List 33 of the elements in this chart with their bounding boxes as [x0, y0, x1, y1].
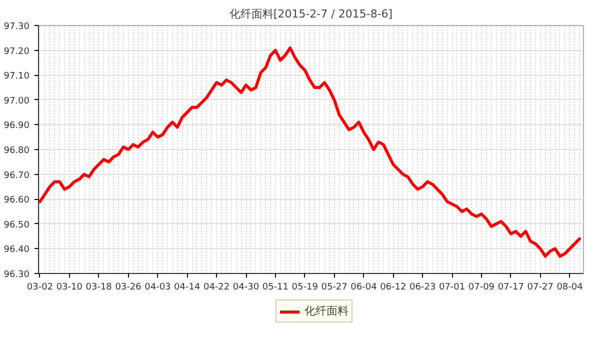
y-tick-label: 96.70	[4, 170, 30, 181]
x-tick-label: 03-18	[86, 282, 112, 292]
y-tick-label: 96.80	[4, 146, 30, 156]
chart-title: 化纤面料[2015-2-7 / 2015-8-6]	[229, 8, 393, 20]
x-tick-label: 06-04	[350, 282, 378, 292]
x-tick-label: 05-27	[321, 282, 348, 292]
x-tick-label: 07-27	[527, 282, 554, 292]
y-tick-label: 96.90	[4, 121, 30, 132]
y-tick-label: 97.10	[4, 72, 30, 82]
line-series	[38, 46, 582, 258]
y-tick-label: 96.50	[4, 220, 30, 230]
x-tick-label: 04-22	[203, 282, 230, 292]
x-tick-label: 07-09	[468, 282, 495, 292]
x-tick-label: 04-03	[144, 282, 171, 292]
x-tick-label: 04-30	[232, 282, 260, 292]
x-tick-label: 03-02	[26, 282, 54, 292]
x-tick-label: 07-01	[438, 282, 466, 292]
x-tick-label: 03-26	[115, 282, 142, 292]
x-tick-label: 08-04	[556, 282, 584, 292]
x-tick-label: 06-12	[380, 282, 406, 292]
x-tick-label: 07-17	[498, 282, 524, 292]
y-tick-label: 97.30	[4, 22, 30, 32]
x-tick-label: 04-14	[174, 282, 200, 292]
x-tick-label: 06-23	[410, 282, 436, 292]
y-tick-label: 96.30	[4, 270, 30, 280]
x-tick-label: 05-19	[292, 282, 318, 292]
y-tick-label: 96.60	[4, 196, 30, 206]
x-tick-label: 05-11	[262, 282, 289, 292]
y-tick-label: 97.20	[4, 46, 30, 57]
y-tick-label: 96.40	[4, 245, 30, 256]
x-tick-label: 03-10	[56, 282, 83, 292]
legend-label: 化纤面料	[304, 304, 348, 318]
y-tick-label: 97.00	[4, 96, 30, 106]
